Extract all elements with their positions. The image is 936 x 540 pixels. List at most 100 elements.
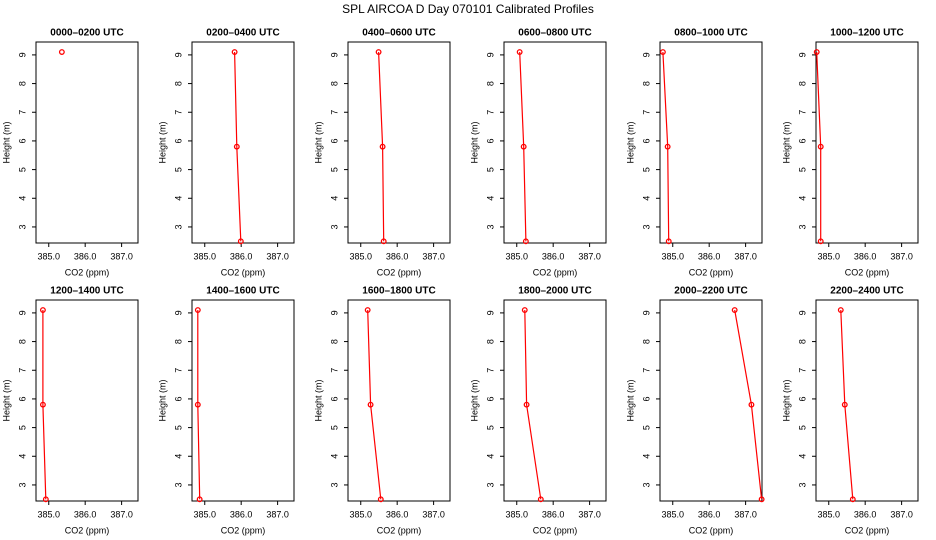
y-tick-label: 9: [485, 52, 495, 57]
y-tick-label: 3: [329, 224, 339, 229]
data-point: [364, 307, 371, 313]
y-tick-label: 3: [173, 224, 183, 229]
data-point: [817, 143, 824, 150]
y-tick-label: 5: [485, 167, 495, 172]
y-axis-label: Height (m): [313, 121, 323, 163]
y-tick-label: 6: [797, 138, 807, 143]
x-tick-label: 385.0: [193, 509, 216, 519]
x-tick-label: 386.0: [698, 251, 721, 261]
y-tick-label: 3: [173, 482, 183, 487]
y-tick-label: 9: [173, 52, 183, 57]
y-tick-label: 7: [329, 110, 339, 115]
y-tick-label: 8: [641, 81, 651, 86]
y-tick-label: 3: [329, 482, 339, 487]
y-tick-label: 4: [173, 454, 183, 459]
data-point: [367, 401, 374, 408]
y-tick-label: 4: [485, 454, 495, 459]
y-tick-label: 6: [329, 138, 339, 143]
profile-line: [816, 51, 822, 242]
y-tick-label: 9: [329, 52, 339, 57]
profile-line: [840, 309, 854, 500]
y-tick-label: 3: [797, 482, 807, 487]
y-axis-label: Height (m): [781, 379, 791, 421]
plot-frame: [191, 299, 295, 502]
panel-title: 2200–2400 UTC: [830, 286, 903, 297]
profile-line: [367, 309, 382, 500]
x-tick-label: 387.0: [734, 251, 757, 261]
x-axis-label: CO2 (ppm): [689, 525, 734, 535]
plot-frame: [503, 41, 607, 244]
x-axis-label: CO2 (ppm): [65, 525, 110, 535]
x-tick-label: 387.0: [734, 509, 757, 519]
x-tick-label: 385.0: [349, 509, 372, 519]
plot-frame: [503, 299, 607, 502]
y-tick-label: 6: [173, 396, 183, 401]
x-axis-label: CO2 (ppm): [533, 267, 578, 277]
data-point: [659, 49, 666, 55]
y-tick-label: 8: [329, 81, 339, 86]
x-axis-label: CO2 (ppm): [221, 525, 266, 535]
panel-title: 2000–2200 UTC: [674, 286, 747, 297]
x-axis-label: CO2 (ppm): [689, 267, 734, 277]
x-tick-label: 387.0: [110, 509, 133, 519]
x-tick-label: 387.0: [578, 251, 601, 261]
y-tick-label: 7: [797, 368, 807, 373]
x-tick-label: 386.0: [230, 509, 253, 519]
y-axis-label: Height (m): [469, 121, 479, 163]
y-tick-label: 6: [641, 138, 651, 143]
y-tick-label: 8: [17, 81, 27, 86]
y-tick-label: 8: [485, 339, 495, 344]
y-tick-label: 3: [485, 224, 495, 229]
panel-title: 1800–2000 UTC: [518, 286, 591, 297]
x-tick-label: 385.0: [193, 251, 216, 261]
x-tick-label: 387.0: [890, 251, 913, 261]
y-axis-label: Height (m): [469, 379, 479, 421]
panel-title: 0200–0400 UTC: [206, 28, 279, 39]
data-point: [39, 401, 46, 408]
y-axis-label: Height (m): [157, 379, 167, 421]
y-axis-label: Height (m): [1, 379, 11, 421]
y-tick-label: 4: [641, 454, 651, 459]
y-tick-label: 5: [641, 425, 651, 430]
plot-frame: [659, 299, 763, 502]
y-axis-label: Height (m): [781, 121, 791, 163]
y-tick-label: 4: [173, 196, 183, 201]
x-tick-label: 385.0: [37, 509, 60, 519]
x-tick-label: 385.0: [505, 509, 528, 519]
y-tick-label: 4: [797, 454, 807, 459]
x-tick-label: 386.0: [74, 509, 97, 519]
x-axis-label: CO2 (ppm): [221, 267, 266, 277]
y-tick-label: 8: [485, 81, 495, 86]
data-point: [537, 496, 544, 503]
data-point: [516, 49, 523, 55]
x-tick-label: 385.0: [661, 251, 684, 261]
x-tick-label: 386.0: [854, 509, 877, 519]
y-tick-label: 4: [329, 454, 339, 459]
x-tick-label: 386.0: [854, 251, 877, 261]
data-point: [375, 49, 382, 55]
x-tick-label: 386.0: [698, 509, 721, 519]
y-tick-label: 8: [329, 339, 339, 344]
y-tick-label: 7: [173, 368, 183, 373]
y-tick-label: 6: [485, 396, 495, 401]
panel-title: 1200–1400 UTC: [50, 286, 123, 297]
plot-frame: [659, 41, 763, 244]
x-tick-label: 387.0: [266, 509, 289, 519]
x-tick-label: 386.0: [386, 509, 409, 519]
profile-line: [734, 309, 763, 500]
y-tick-label: 7: [17, 368, 27, 373]
plot-frame: [815, 299, 919, 502]
y-tick-label: 3: [17, 224, 27, 229]
y-tick-label: 4: [329, 196, 339, 201]
data-point: [233, 143, 240, 150]
y-tick-label: 7: [641, 110, 651, 115]
data-point: [231, 49, 238, 55]
x-tick-label: 385.0: [37, 251, 60, 261]
data-point: [664, 143, 671, 150]
plot-frame: [35, 41, 139, 244]
y-axis-label: Height (m): [625, 121, 635, 163]
y-tick-label: 9: [17, 52, 27, 57]
data-point: [523, 401, 530, 408]
data-point: [39, 307, 46, 313]
plot-frame: [815, 41, 919, 244]
